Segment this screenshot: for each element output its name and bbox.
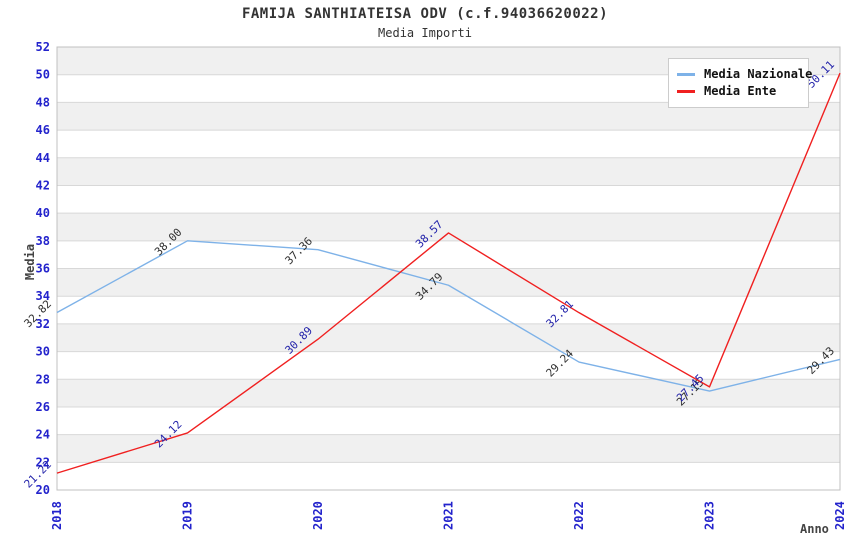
x-tick-label: 2021 — [442, 501, 456, 530]
y-tick-label: 30 — [36, 345, 50, 359]
x-tick-label: 2020 — [311, 501, 325, 530]
plot-band — [57, 213, 840, 241]
x-tick-label: 2024 — [833, 501, 847, 530]
plot-band — [57, 434, 840, 463]
x-tick-label: 2019 — [181, 501, 195, 530]
y-tick-label: 50 — [36, 68, 50, 82]
y-tick-label: 52 — [36, 40, 50, 54]
legend-label: Media Nazionale — [704, 67, 813, 81]
y-tick-label: 34 — [36, 289, 50, 303]
y-tick-label: 40 — [36, 206, 50, 220]
y-tick-label: 46 — [36, 123, 50, 137]
y-tick-label: 32 — [36, 317, 50, 331]
plot-border — [56, 46, 841, 491]
plot-band — [57, 268, 840, 297]
legend-item-media-ente: Media Ente — [677, 83, 800, 99]
x-tick-label: 2022 — [572, 501, 586, 530]
y-tick-label: 20 — [36, 483, 50, 497]
y-tick-label: 24 — [36, 428, 50, 442]
y-tick-label: 28 — [36, 372, 50, 386]
chart-subtitle: Media Importi — [378, 26, 472, 40]
y-tick-label: 48 — [36, 95, 50, 109]
media-ente-line-swatch — [677, 89, 695, 93]
y-axis-title: Media — [23, 243, 37, 281]
legend-label: Media Ente — [704, 84, 777, 98]
x-axis-title: Anno — [800, 522, 829, 536]
y-tick-label: 44 — [36, 151, 50, 165]
media-nazionale-line-swatch — [677, 72, 695, 76]
y-tick-label: 38 — [36, 234, 50, 248]
y-tick-label: 36 — [36, 262, 50, 276]
chart-title: FAMIJA SANTHIATEISA ODV (c.f.94036620022… — [241, 6, 609, 22]
series-line-media-nazionale — [56, 240, 841, 392]
legend: Media Nazionale Media Ente — [668, 58, 812, 108]
plot-band — [57, 157, 840, 186]
y-tick-label: 22 — [36, 455, 50, 469]
plot-band — [57, 379, 840, 407]
y-tick-label: 42 — [36, 178, 50, 192]
plot-band — [57, 323, 840, 352]
x-tick-label: 2023 — [703, 501, 717, 530]
x-tick-label: 2018 — [50, 501, 64, 530]
y-tick-label: 26 — [36, 400, 50, 414]
series-line-media-ente — [56, 72, 841, 474]
legend-item-media-nazionale: Media Nazionale — [677, 66, 812, 82]
